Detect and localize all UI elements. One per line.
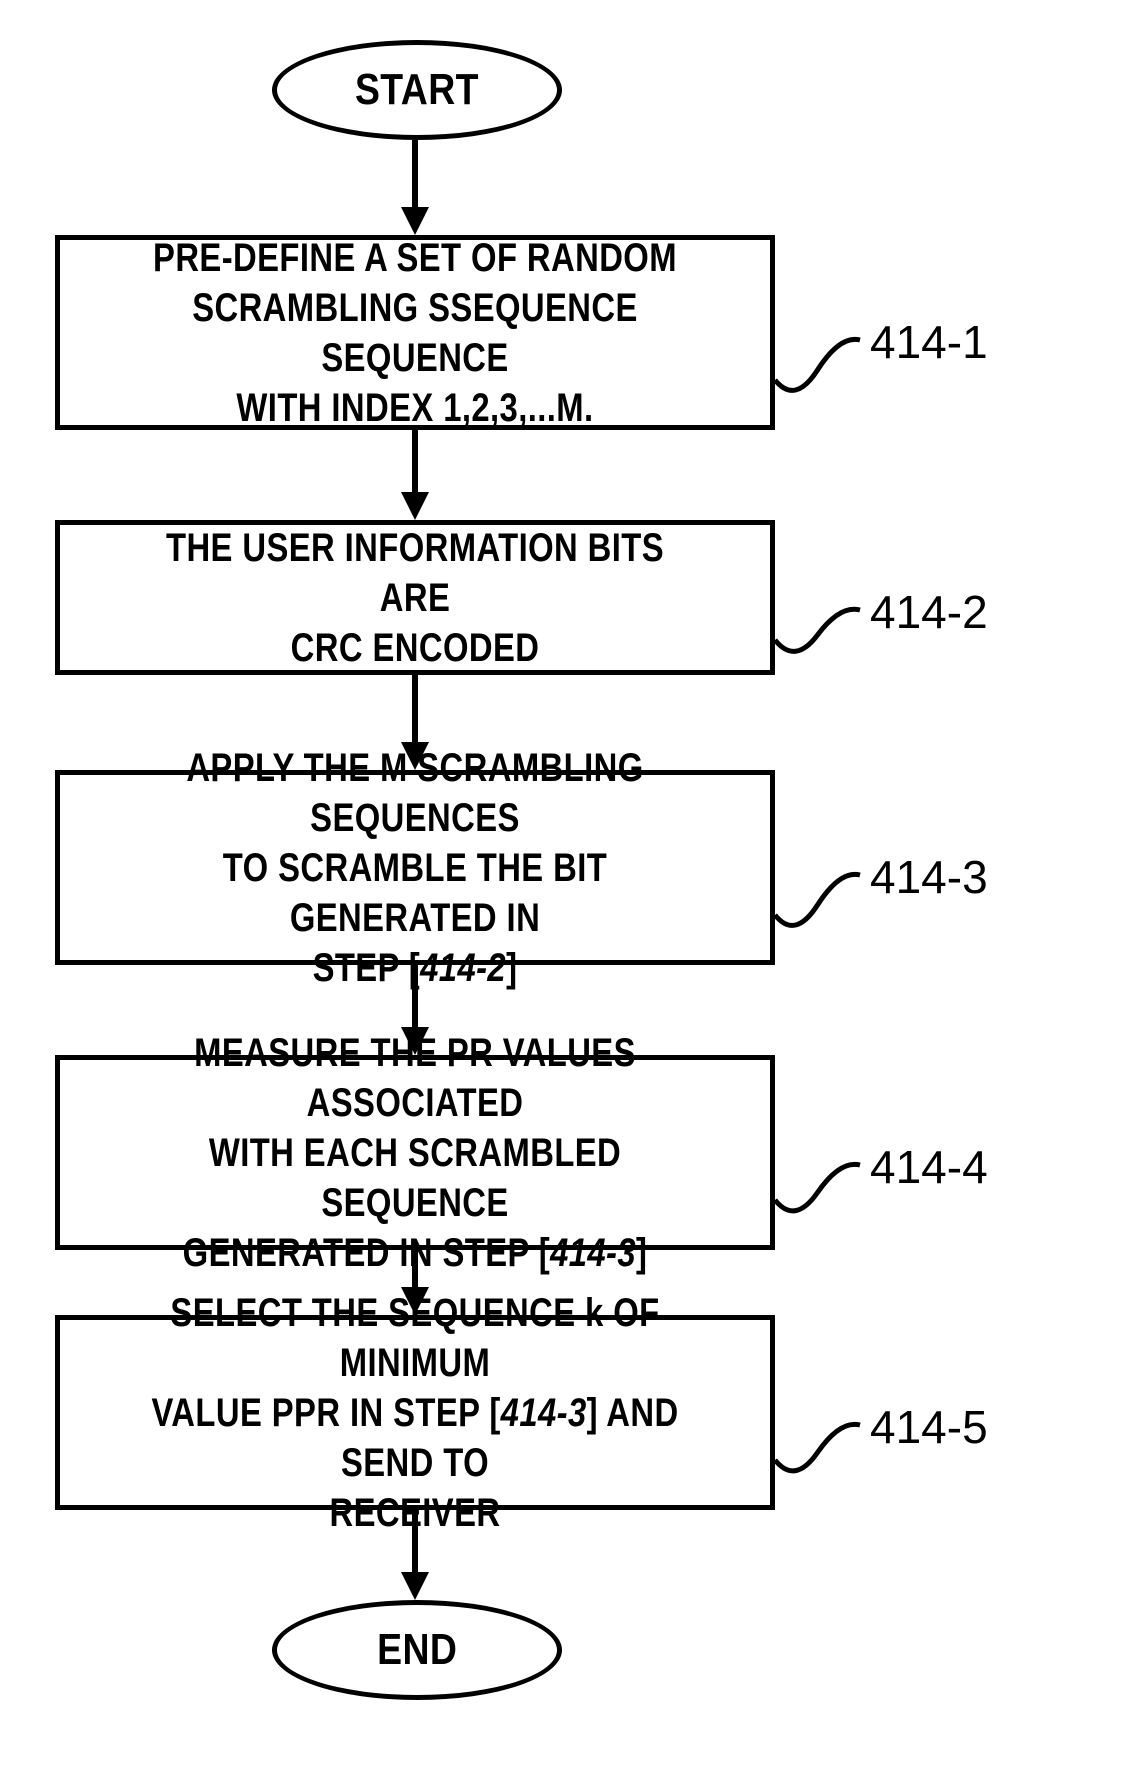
start-terminal: START (272, 40, 562, 140)
step-text-3: APPLY THE M SCRAMBLING SEQUENCESTO SCRAM… (140, 743, 689, 993)
step-box-3: APPLY THE M SCRAMBLING SEQUENCESTO SCRAM… (55, 770, 775, 965)
step-label-2: 414-2 (870, 585, 988, 639)
step-label-5: 414-5 (870, 1400, 988, 1454)
flowchart-container: START END PRE-DEFINE A SET OF RANDOM SCRAM… (0, 0, 1129, 1769)
arrow-shaft-3 (412, 675, 418, 742)
arrow-shaft-4 (412, 965, 418, 1027)
step-text-2: THE USER INFORMATION BITS ARE CRC ENCODE… (140, 523, 689, 673)
step-label-3: 414-3 (870, 850, 988, 904)
step-box-1: PRE-DEFINE A SET OF RANDOM SCRAMBLING SS… (55, 235, 775, 430)
arrow-head-5 (401, 1287, 429, 1315)
arrow-shaft-5 (412, 1250, 418, 1287)
arrow-head-1 (401, 207, 429, 235)
end-terminal: END (272, 1600, 562, 1700)
step-box-5: SELECT THE SEQUENCE k OF MINIMUMVALUE PP… (55, 1315, 775, 1510)
step-text-1: PRE-DEFINE A SET OF RANDOM SCRAMBLING SS… (140, 233, 689, 433)
arrow-shaft-6 (412, 1510, 418, 1572)
step-label-1: 414-1 (870, 315, 988, 369)
start-label: START (355, 65, 479, 115)
step-text-4: MEASURE THE PR VALUES ASSOCIATEDWITH EAC… (140, 1028, 689, 1278)
step-text-5: SELECT THE SEQUENCE k OF MINIMUMVALUE PP… (140, 1288, 689, 1538)
step-box-4: MEASURE THE PR VALUES ASSOCIATEDWITH EAC… (55, 1055, 775, 1250)
step-box-2: THE USER INFORMATION BITS ARE CRC ENCODE… (55, 520, 775, 675)
arrow-shaft-1 (412, 140, 418, 207)
step-label-4: 414-4 (870, 1140, 988, 1194)
arrow-head-3 (401, 742, 429, 770)
end-label: END (377, 1625, 457, 1675)
arrow-head-6 (401, 1572, 429, 1600)
arrow-head-4 (401, 1027, 429, 1055)
arrow-head-2 (401, 492, 429, 520)
arrow-shaft-2 (412, 430, 418, 492)
